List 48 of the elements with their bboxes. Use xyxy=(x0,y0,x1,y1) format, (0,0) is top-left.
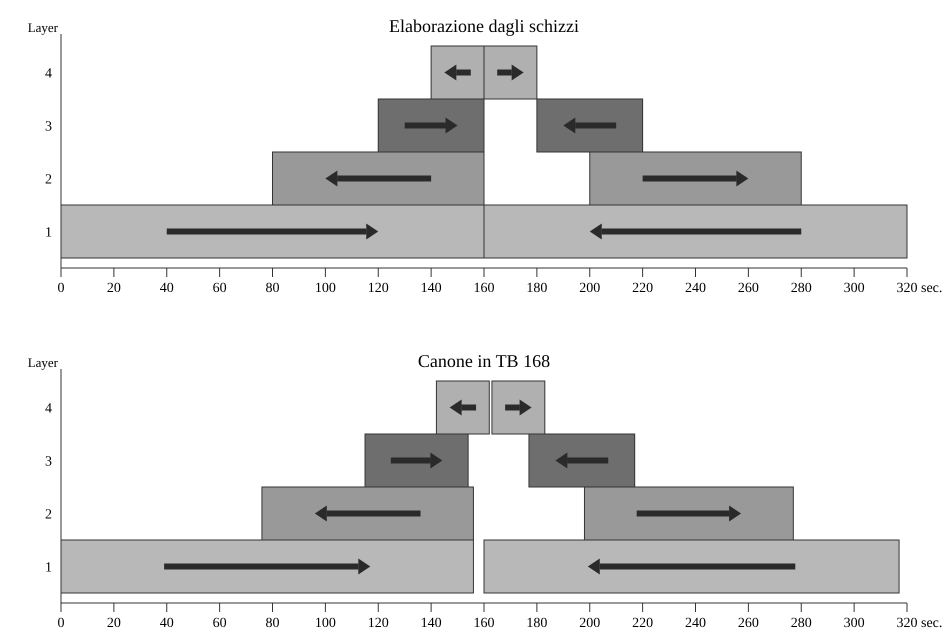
x-tick-label: 200 xyxy=(579,616,600,631)
chart-title: Canone in TB 168 xyxy=(418,351,550,371)
x-tick-label: 40 xyxy=(160,616,174,631)
x-tick-label: 120 xyxy=(368,281,389,296)
x-tick-label: 240 xyxy=(685,616,706,631)
x-tick-label: 20 xyxy=(106,616,121,631)
x-tick-label: 260 xyxy=(738,616,759,631)
x-tick-label: 300 xyxy=(844,616,865,631)
x-tick-label: 140 xyxy=(420,281,442,296)
x-tick-label: 160 xyxy=(474,616,494,631)
y-tick-label: 2 xyxy=(45,172,52,188)
x-tick-label: 280 xyxy=(790,281,812,296)
x-axis-title: sec. xyxy=(921,616,942,631)
x-tick-label: 220 xyxy=(632,616,654,631)
x-tick-label: 80 xyxy=(266,616,280,631)
x-tick-label: 120 xyxy=(368,616,389,631)
x-tick-label: 60 xyxy=(212,616,227,631)
x-tick-label: 220 xyxy=(632,281,654,296)
x-axis-title: sec. xyxy=(921,281,942,296)
x-tick-label: 80 xyxy=(266,281,280,296)
y-tick-label: 3 xyxy=(45,454,52,470)
x-tick-label: 200 xyxy=(579,281,600,296)
chart-title: Elaborazione dagli schizzi xyxy=(389,16,579,36)
x-tick-label: 240 xyxy=(685,281,706,296)
y-tick-label: 2 xyxy=(45,508,52,522)
x-tick-label: 100 xyxy=(314,616,336,631)
x-tick-label: 140 xyxy=(420,616,442,631)
x-tick-label: 280 xyxy=(790,616,812,631)
x-tick-label: 320 xyxy=(896,281,918,296)
y-tick-label: 4 xyxy=(45,402,52,416)
x-tick-label: 320 xyxy=(896,616,918,631)
y-tick-label: 1 xyxy=(45,226,52,240)
y-axis-title: Layer xyxy=(28,355,59,370)
x-tick-label: 40 xyxy=(160,281,174,296)
y-axis-title: Layer xyxy=(28,20,59,35)
y-tick-label: 3 xyxy=(45,120,52,134)
x-tick-label: 260 xyxy=(738,281,759,296)
x-tick-label: 20 xyxy=(106,281,121,296)
y-tick-label: 4 xyxy=(45,66,52,82)
x-tick-label: 180 xyxy=(526,616,548,631)
y-tick-label: 1 xyxy=(45,560,52,576)
x-tick-label: 300 xyxy=(844,281,865,296)
x-tick-label: 60 xyxy=(212,281,227,296)
x-tick-label: 100 xyxy=(314,281,336,296)
x-tick-label: 0 xyxy=(58,281,64,296)
x-tick-label: 180 xyxy=(526,281,548,296)
x-tick-label: 0 xyxy=(58,616,64,631)
x-tick-label: 160 xyxy=(474,281,494,296)
